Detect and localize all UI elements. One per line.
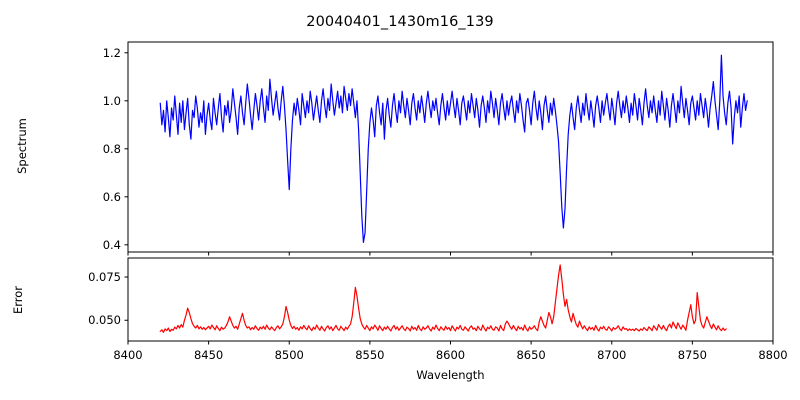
spectrum-group-ytick-label: 1.2 xyxy=(102,45,121,60)
xtick-label: 8500 xyxy=(274,348,304,362)
spectrum-group-data-line xyxy=(159,54,748,243)
xtick-label: 8400 xyxy=(113,348,143,362)
spectrum-group-ytick-label: 0.6 xyxy=(102,189,121,204)
spectrum-group-ytick-label: 1.0 xyxy=(102,93,121,108)
xtick-label: 8750 xyxy=(677,348,708,362)
error-group-ytick-label: 0.050 xyxy=(88,313,121,328)
xtick-label: 8800 xyxy=(758,348,788,362)
error-panel xyxy=(124,257,774,345)
page-title: 20040401_1430m16_139 xyxy=(306,14,494,30)
spectrum-panel xyxy=(124,41,774,256)
x-axis-label: Wavelength xyxy=(416,368,485,382)
error-group-data-line xyxy=(159,264,727,333)
xtick-label: 8600 xyxy=(435,348,466,362)
xtick-label: 8550 xyxy=(355,348,385,362)
error-group-ytick-label: 0.075 xyxy=(88,270,121,285)
spectrum-group-ytick-label: 0.8 xyxy=(102,141,121,156)
spectrum-group-ytick-label: 0.4 xyxy=(102,237,121,252)
xtick-label: 8650 xyxy=(516,348,546,362)
xtick-label: 8700 xyxy=(597,348,627,362)
xtick-label: 8450 xyxy=(193,348,224,362)
